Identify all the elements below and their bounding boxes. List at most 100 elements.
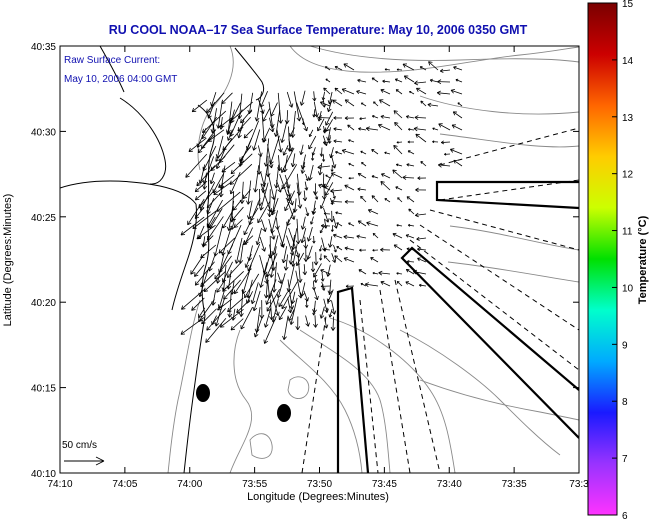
current-vector-head: [243, 230, 248, 236]
current-vector: [406, 164, 415, 167]
current-vector: [361, 102, 367, 107]
current-vector-head: [384, 151, 387, 155]
current-vector-head: [364, 282, 370, 287]
current-vector: [333, 234, 343, 239]
current-vector-head: [413, 126, 418, 132]
current-vector-head: [396, 68, 399, 71]
current-vector-head: [255, 240, 261, 246]
current-vector-head: [230, 326, 236, 331]
current-vector-head: [265, 300, 270, 305]
current-vector: [332, 215, 337, 229]
current-vector: [232, 308, 236, 321]
current-vector: [281, 281, 298, 310]
current-vector-head: [382, 79, 386, 83]
current-vector: [240, 138, 253, 164]
current-vector-head: [295, 240, 301, 245]
current-vector-head: [402, 63, 408, 68]
current-vector-head: [330, 326, 336, 331]
current-vector-head: [198, 313, 203, 319]
current-vector: [324, 173, 333, 189]
current-vector: [290, 234, 295, 265]
current-vector-head: [301, 122, 305, 125]
current-vector: [194, 264, 205, 277]
current-vector-head: [257, 152, 263, 157]
current-vector: [211, 315, 217, 325]
current-vector-head: [332, 259, 337, 263]
current-vector-head: [380, 114, 385, 119]
current-vector-head: [231, 216, 237, 221]
current-vector-head: [330, 169, 334, 172]
current-vector: [453, 159, 463, 167]
current-vector: [304, 236, 307, 249]
current-vector: [216, 280, 225, 293]
current-vector-head: [226, 285, 232, 290]
current-vector: [395, 78, 403, 83]
current-vector-head: [344, 199, 348, 204]
current-vector-head: [242, 240, 248, 246]
current-vector: [229, 290, 232, 318]
current-vector: [247, 279, 253, 299]
current-vector: [195, 261, 215, 286]
current-vector-head: [214, 275, 219, 280]
x-axis-label: Longitude (Degrees:Minutes): [247, 491, 389, 503]
current-vector-head: [252, 306, 258, 312]
current-vector: [358, 269, 367, 275]
current-vector: [305, 207, 309, 217]
current-vector-head: [254, 117, 260, 122]
current-vector-head: [378, 123, 383, 129]
current-vector: [266, 253, 278, 277]
current-vector: [296, 102, 308, 132]
current-vector: [227, 101, 233, 134]
current-vector-head: [181, 305, 186, 310]
current-vector: [368, 209, 379, 215]
current-vector: [305, 315, 309, 327]
current-vector-head: [259, 206, 264, 211]
current-vector: [371, 149, 379, 155]
current-vector: [288, 309, 295, 321]
current-vector-head: [220, 122, 225, 128]
current-vector: [440, 69, 451, 72]
current-vector: [205, 317, 227, 343]
current-vector: [320, 253, 322, 261]
current-vector-head: [192, 224, 197, 230]
current-vector: [320, 306, 325, 319]
current-vector-head: [297, 204, 303, 209]
current-vector: [278, 306, 288, 320]
bathymetry-contour: [419, 95, 579, 115]
current-vector: [348, 163, 355, 167]
current-vector-head: [281, 304, 286, 310]
current-vector-head: [380, 247, 384, 252]
current-vector-head: [216, 288, 221, 293]
current-vector-head: [418, 283, 422, 287]
current-vector: [333, 140, 343, 143]
current-vector-head: [323, 87, 327, 92]
current-vector-head: [406, 196, 411, 200]
current-vector: [382, 80, 391, 83]
current-vector-head: [194, 214, 200, 219]
current-vector-head: [319, 230, 323, 234]
current-vector-head: [357, 220, 362, 225]
current-vector: [414, 81, 427, 84]
current-vector: [360, 195, 367, 203]
current-vector: [283, 315, 289, 340]
current-vector-head: [358, 127, 362, 131]
current-vector-head: [417, 176, 421, 180]
current-vector-head: [324, 191, 330, 196]
current-vector-head: [323, 140, 326, 144]
current-vector: [360, 283, 367, 287]
current-vector: [259, 236, 266, 252]
bathymetry-contour: [447, 261, 579, 283]
current-vector: [196, 224, 216, 240]
current-vector-head: [370, 257, 374, 261]
current-vector: [292, 243, 298, 267]
current-vector-head: [325, 174, 328, 177]
current-vector: [243, 128, 253, 139]
current-vector-head: [406, 259, 410, 264]
current-vector-head: [187, 220, 192, 226]
y-tick-label: 40:20: [31, 298, 56, 309]
shipping-channels: [336, 180, 579, 473]
current-vector: [313, 109, 316, 118]
current-vector-head: [270, 235, 276, 240]
current-vector: [285, 254, 288, 271]
lane-line: [429, 209, 579, 251]
